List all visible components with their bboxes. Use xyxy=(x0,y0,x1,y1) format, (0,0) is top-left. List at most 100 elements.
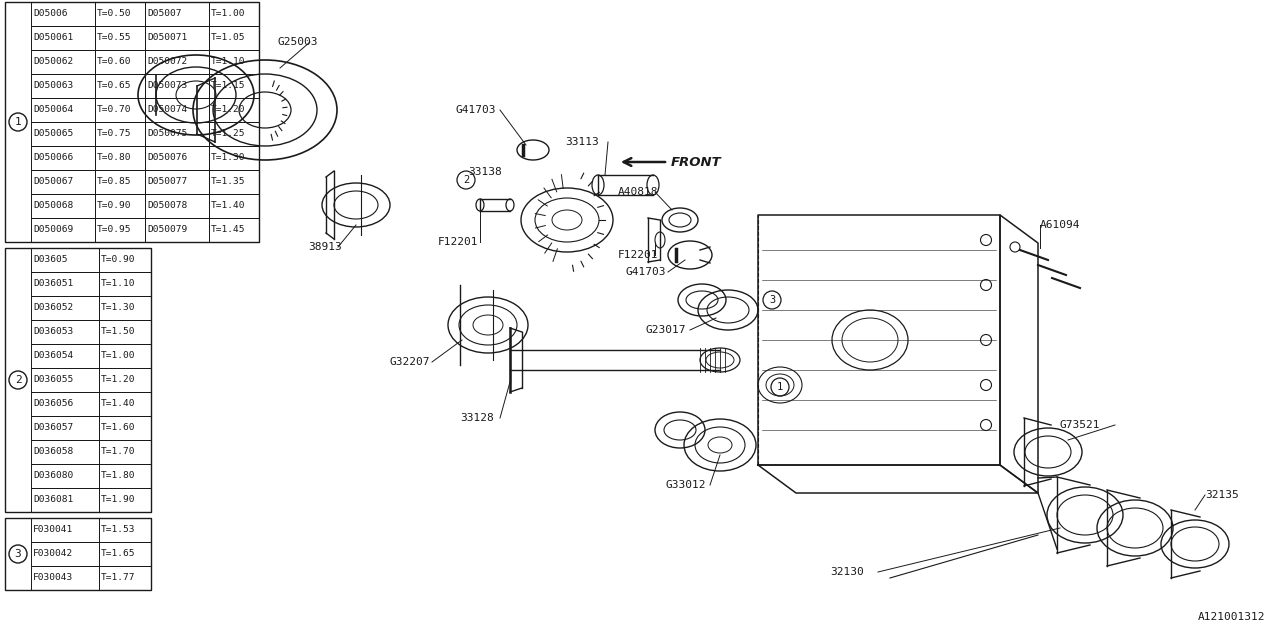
Text: 3: 3 xyxy=(769,295,776,305)
Text: A61094: A61094 xyxy=(1039,220,1080,230)
Bar xyxy=(95,170,145,194)
Bar xyxy=(95,98,145,122)
Bar xyxy=(209,194,259,218)
Text: D050067: D050067 xyxy=(33,177,73,186)
Bar xyxy=(99,488,151,512)
Bar xyxy=(145,2,209,26)
Bar xyxy=(95,50,145,74)
Bar xyxy=(99,542,151,566)
Bar xyxy=(31,98,95,122)
Text: T=0.65: T=0.65 xyxy=(97,81,132,90)
Text: D036054: D036054 xyxy=(33,351,73,360)
Text: T=1.40: T=1.40 xyxy=(211,202,246,211)
Bar xyxy=(145,146,209,170)
Bar xyxy=(31,464,99,488)
Text: T=1.45: T=1.45 xyxy=(211,225,246,234)
Text: F12201: F12201 xyxy=(618,250,658,260)
Text: D050079: D050079 xyxy=(147,225,187,234)
Bar xyxy=(95,194,145,218)
Bar xyxy=(31,50,95,74)
Text: G73521: G73521 xyxy=(1060,420,1101,430)
Text: 33113: 33113 xyxy=(564,137,599,147)
Text: T=1.05: T=1.05 xyxy=(211,33,246,42)
Text: D050062: D050062 xyxy=(33,58,73,67)
Text: T=0.90: T=0.90 xyxy=(101,255,136,264)
Text: T=1.10: T=1.10 xyxy=(211,58,246,67)
Text: T=1.00: T=1.00 xyxy=(211,10,246,19)
Bar xyxy=(209,146,259,170)
Text: D03605: D03605 xyxy=(33,255,68,264)
Text: D050063: D050063 xyxy=(33,81,73,90)
Text: 32130: 32130 xyxy=(829,567,864,577)
Text: D050064: D050064 xyxy=(33,106,73,115)
Text: T=1.20: T=1.20 xyxy=(101,376,136,385)
Bar xyxy=(209,74,259,98)
Bar xyxy=(145,170,209,194)
Bar xyxy=(95,26,145,50)
Bar xyxy=(209,50,259,74)
Text: T=0.60: T=0.60 xyxy=(97,58,132,67)
Bar xyxy=(31,392,99,416)
Bar xyxy=(95,146,145,170)
Text: F030043: F030043 xyxy=(33,573,73,582)
Bar xyxy=(31,2,95,26)
Text: 3: 3 xyxy=(14,549,22,559)
Text: D036051: D036051 xyxy=(33,280,73,289)
Bar xyxy=(145,74,209,98)
Text: G33012: G33012 xyxy=(666,480,705,490)
Text: 2: 2 xyxy=(463,175,470,185)
Text: T=1.25: T=1.25 xyxy=(211,129,246,138)
Text: T=1.77: T=1.77 xyxy=(101,573,136,582)
Bar xyxy=(31,542,99,566)
Bar xyxy=(31,416,99,440)
Text: D050073: D050073 xyxy=(147,81,187,90)
Text: D036058: D036058 xyxy=(33,447,73,456)
Bar xyxy=(31,566,99,590)
Text: 2: 2 xyxy=(14,375,22,385)
Bar xyxy=(209,26,259,50)
Bar xyxy=(209,98,259,122)
Text: D050077: D050077 xyxy=(147,177,187,186)
Text: T=1.80: T=1.80 xyxy=(101,472,136,481)
Bar xyxy=(99,518,151,542)
Text: 1: 1 xyxy=(14,117,22,127)
Text: FRONT: FRONT xyxy=(671,156,722,168)
Text: T=1.70: T=1.70 xyxy=(101,447,136,456)
Bar xyxy=(95,218,145,242)
Bar xyxy=(145,218,209,242)
Text: T=1.30: T=1.30 xyxy=(101,303,136,312)
Bar xyxy=(31,122,95,146)
Text: D036080: D036080 xyxy=(33,472,73,481)
Text: T=1.60: T=1.60 xyxy=(101,424,136,433)
Bar xyxy=(145,50,209,74)
Text: T=0.90: T=0.90 xyxy=(97,202,132,211)
Bar xyxy=(99,416,151,440)
Bar xyxy=(99,440,151,464)
Bar xyxy=(31,320,99,344)
Text: D050072: D050072 xyxy=(147,58,187,67)
Text: T=0.80: T=0.80 xyxy=(97,154,132,163)
Bar xyxy=(31,26,95,50)
Bar xyxy=(209,218,259,242)
Bar xyxy=(99,320,151,344)
Text: T=0.70: T=0.70 xyxy=(97,106,132,115)
Text: T=0.55: T=0.55 xyxy=(97,33,132,42)
Bar xyxy=(209,2,259,26)
Bar xyxy=(31,74,95,98)
Text: 33138: 33138 xyxy=(468,167,502,177)
Text: T=0.75: T=0.75 xyxy=(97,129,132,138)
Bar xyxy=(31,218,95,242)
Bar xyxy=(145,194,209,218)
Bar xyxy=(209,122,259,146)
Bar xyxy=(99,296,151,320)
Text: D036081: D036081 xyxy=(33,495,73,504)
Bar xyxy=(95,74,145,98)
Text: A40818: A40818 xyxy=(618,187,658,197)
Text: D050066: D050066 xyxy=(33,154,73,163)
Text: T=1.15: T=1.15 xyxy=(211,81,246,90)
Bar xyxy=(31,518,99,542)
Text: T=1.35: T=1.35 xyxy=(211,177,246,186)
Text: D050068: D050068 xyxy=(33,202,73,211)
Text: D036057: D036057 xyxy=(33,424,73,433)
Text: T=0.50: T=0.50 xyxy=(97,10,132,19)
